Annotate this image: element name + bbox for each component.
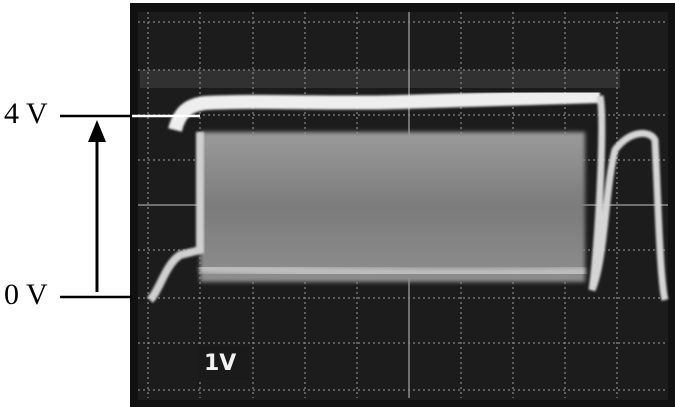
arrow-head	[88, 120, 106, 142]
top-level-label: 4 V	[4, 97, 48, 130]
figure: 1V 4 V 0 V	[0, 0, 675, 407]
screen-glare	[140, 70, 620, 88]
scale-label: 1V	[204, 351, 236, 376]
bottom-level-label: 0 V	[4, 278, 48, 311]
low-level-trace	[200, 268, 585, 273]
signal-band	[200, 132, 585, 282]
page: 1V 4 V 0 V (() => { const data = JSON.pa…	[0, 0, 675, 407]
